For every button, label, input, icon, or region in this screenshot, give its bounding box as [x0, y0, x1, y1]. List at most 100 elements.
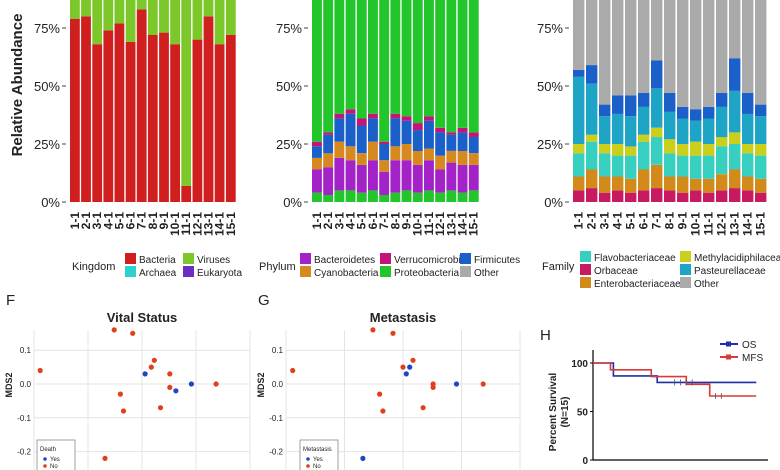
legend-label: Other [474, 268, 500, 279]
x-tick-label: 3-1 [332, 212, 346, 230]
bar-segment [390, 118, 401, 147]
legend-swatch [680, 264, 691, 275]
bar-segment [625, 0, 637, 96]
bar-segment [729, 169, 741, 189]
bar-segment [612, 176, 624, 191]
x-tick-label: 6-1 [124, 212, 138, 230]
legend-box [299, 439, 339, 470]
legend-marker [726, 354, 731, 360]
bar-segment [424, 120, 434, 149]
x-tick-label: 14-1 [456, 212, 470, 236]
legend-title: Phylum [259, 261, 296, 273]
bar-segment [677, 118, 689, 144]
bar-segment [716, 93, 728, 107]
bar-segment [390, 113, 401, 119]
bar-segment [390, 192, 401, 202]
bar-segment [703, 118, 715, 144]
y-tick-label: 0.0 [272, 380, 284, 389]
bar-segment [690, 120, 702, 142]
legend-label: Yes [313, 457, 323, 463]
legend-swatch [460, 266, 471, 277]
bar-segment [742, 153, 754, 177]
bar-segment [92, 0, 103, 45]
bar-segment [379, 195, 390, 202]
bar-segment [742, 113, 754, 144]
bar-segment [225, 35, 236, 202]
legend-title: Kingdom [72, 261, 115, 273]
bar-segment [125, 41, 136, 203]
bar-segment [412, 192, 423, 202]
y-tick-label: 25% [537, 137, 563, 152]
bar-segment [424, 148, 434, 161]
legend-label: Methylacidiphilaceae [694, 253, 780, 264]
x-tick-label: 9-1 [676, 212, 690, 230]
bar-segment [703, 144, 715, 156]
legend-label: Firmicutes [474, 255, 520, 266]
bar-segment [638, 134, 650, 142]
legend-label: Orbaceae [594, 266, 638, 277]
bar-segment [677, 155, 689, 177]
bar-segment [703, 178, 715, 193]
bar-segment [356, 125, 367, 154]
x-tick-label: 10-1 [689, 212, 703, 236]
bar-segment [70, 0, 80, 19]
legend-kingdom: Kingdom Bacteria Viruses Archaea Eukaryota [72, 253, 242, 279]
x-tick-label: 4-1 [611, 212, 625, 230]
bar-segment [599, 104, 611, 117]
y-tick-label: 100 [571, 359, 588, 370]
data-point [151, 357, 157, 363]
bar-segment [136, 9, 147, 203]
legend-label: Other [694, 279, 720, 290]
bar-segment [412, 0, 423, 124]
x-tick-label: 11-1 [422, 212, 436, 236]
bar-segment [690, 190, 702, 202]
data-point [420, 405, 426, 411]
y-tick-label: 50 [577, 408, 589, 419]
bar-segment [586, 188, 598, 202]
bar-segment [703, 155, 715, 179]
bar-segment [599, 153, 611, 177]
bar-segment [446, 190, 457, 202]
bar-segment [690, 109, 702, 121]
bar-segment [468, 132, 479, 137]
bar-segment [424, 190, 434, 202]
data-point [407, 364, 413, 370]
x-tick-label: 15-1 [754, 212, 768, 236]
legend-swatch [183, 253, 194, 264]
bar-segment [345, 190, 356, 202]
bar-segment [716, 174, 728, 191]
bar-segment [446, 162, 457, 191]
legend-label: Yes [50, 457, 60, 463]
bar-segment [323, 134, 334, 154]
legend-swatch [580, 277, 591, 288]
bar-segment [690, 0, 702, 110]
bar-segment [586, 0, 598, 66]
bar-segment [81, 0, 91, 17]
bar-segment [468, 153, 479, 165]
bar-segment [435, 169, 446, 193]
bar-segment [716, 137, 728, 147]
bar-segment [651, 137, 663, 165]
bar-segment [334, 157, 345, 191]
bar-segment [125, 0, 136, 42]
legend-phylum: Phylum Bacteroidetes Verrucomicrobia Firmic… [259, 253, 520, 279]
bar-segment [334, 190, 345, 202]
bar-segment [457, 164, 468, 193]
x-tick-label: 11-1 [179, 212, 193, 236]
y-tick-label: 0.1 [272, 346, 284, 355]
x-tick-label: 8-1 [388, 212, 402, 230]
bar-segment [435, 127, 446, 133]
y-tick-label: 0.1 [20, 346, 32, 355]
x-tick-label: 1-1 [310, 212, 324, 230]
bar-segment [345, 109, 356, 114]
bar-segment [638, 93, 650, 107]
bar-segment [664, 93, 676, 112]
legend-label: Viruses [197, 255, 230, 266]
bar-segment [703, 0, 715, 107]
y-tick-label: 25% [34, 137, 60, 152]
x-tick-label: 12-1 [190, 212, 204, 236]
bar-segment [379, 0, 390, 142]
bar-segment [446, 0, 457, 133]
x-tick-label: 2-1 [585, 212, 599, 230]
